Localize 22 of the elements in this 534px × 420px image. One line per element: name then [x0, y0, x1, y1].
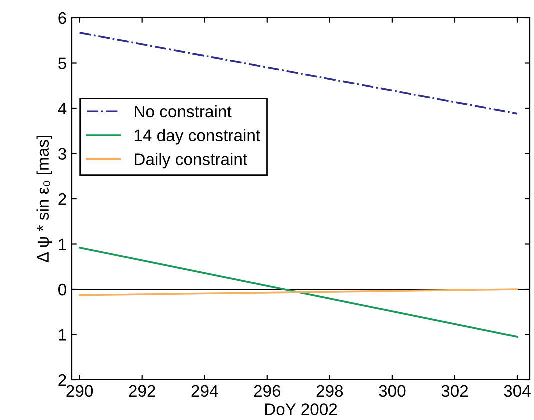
x-axis-title: DoY 2002 [265, 404, 338, 416]
x-tick-label: 292 [129, 385, 156, 398]
x-tick-label: 296 [254, 385, 281, 398]
y-tick-label: 5 [58, 58, 66, 70]
x-tick-label: 290 [66, 385, 94, 398]
y-tick-label: 6 [58, 12, 66, 24]
y-tick-label: 3 [58, 148, 66, 160]
x-tick-label: 304 [504, 385, 531, 398]
y-tick-label: 0 [58, 284, 66, 296]
y-tick-label: 1 [59, 238, 66, 250]
y-tick-label: 1 [59, 329, 66, 341]
legend-label: Daily constraint [135, 153, 248, 169]
y-tick-label: 2 [58, 374, 66, 386]
legend-label: 14 day constraint [134, 129, 260, 145]
x-tick-label: 298 [316, 385, 344, 398]
y-axis-title: Δ ψ * sin ε₀ [mas] [36, 136, 52, 263]
x-tick-label: 294 [192, 385, 218, 398]
y-tick-label: 2 [58, 193, 66, 206]
x-tick-label: 302 [442, 385, 468, 398]
y-tick-label: 4 [58, 103, 67, 115]
x-tick-label: 300 [379, 385, 406, 398]
legend-label: No constraint [135, 105, 232, 118]
